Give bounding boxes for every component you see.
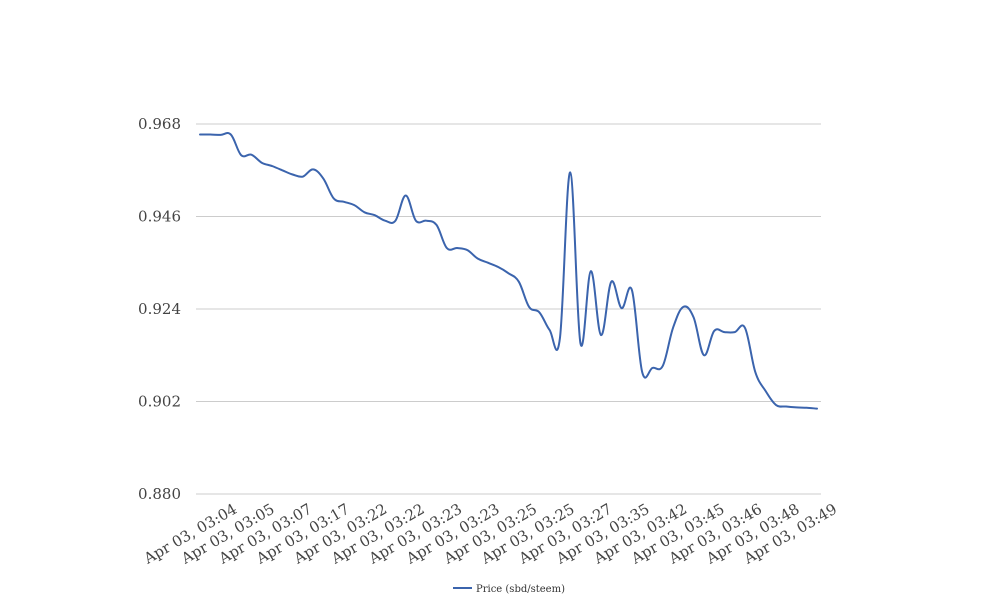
legend-label: Price (sbd/steem) [476,584,565,595]
y-tick-label: 0.946 [138,208,181,226]
y-tick-label: 0.924 [138,300,181,318]
y-tick-label: 0.880 [138,485,181,503]
series-layer [199,132,818,410]
series-line-price [199,132,818,410]
y-axis-tick-labels: 0.880 0.902 0.924 0.946 0.968 [138,115,181,503]
gridlines [196,123,821,495]
y-tick-label: 0.968 [138,115,181,133]
legend[interactable]: Price (sbd/steem) [453,584,565,595]
y-tick-label: 0.902 [138,393,181,411]
